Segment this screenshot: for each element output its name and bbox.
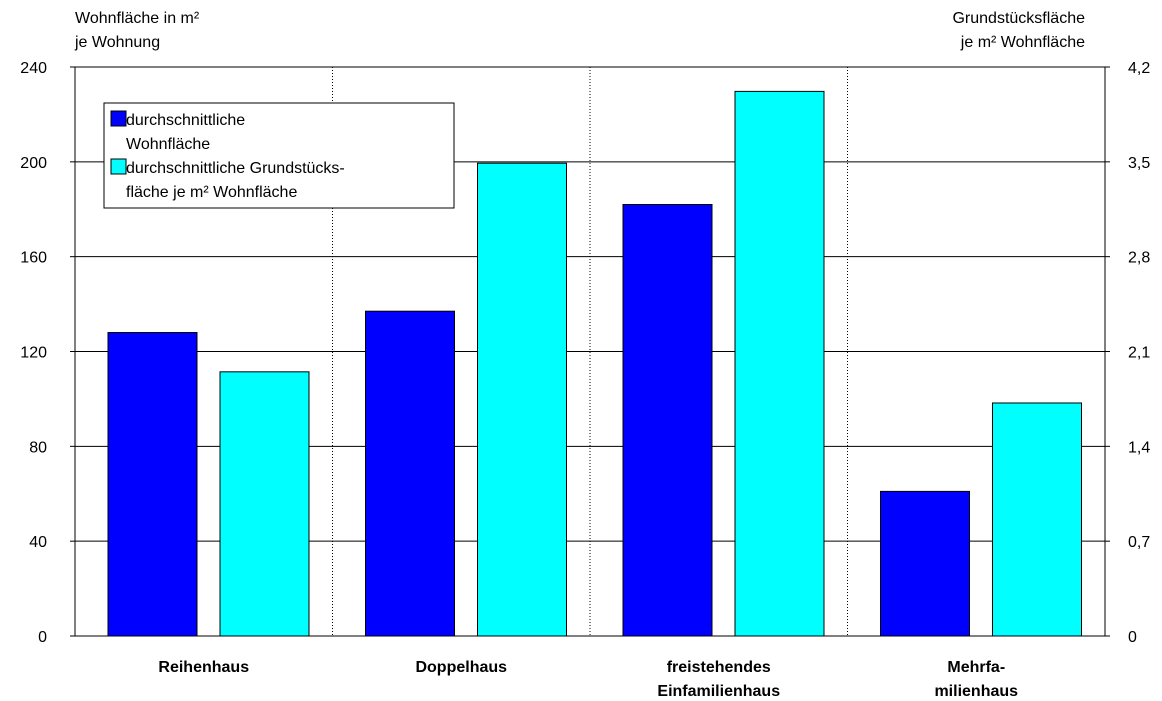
right-axis-tick-label: 2,8 xyxy=(1128,250,1150,267)
right-axis-tick-label: 3,5 xyxy=(1128,155,1150,172)
right-axis-title: je m² Wohnfläche xyxy=(960,34,1085,51)
legend-swatch xyxy=(110,110,127,127)
left-axis: 0 40 80 120 160 200 240 Wohnfläche in m² je Wohn… xyxy=(20,10,200,646)
category-label: freistehendes xyxy=(667,659,771,676)
right-axis-tick-label: 0,7 xyxy=(1128,534,1150,551)
right-axis-tick-label: 4,2 xyxy=(1128,60,1150,77)
left-axis-tick-label: 120 xyxy=(20,345,47,362)
bars xyxy=(107,90,1082,637)
bar-wohnflaeche xyxy=(365,310,455,637)
left-axis-tick-label: 160 xyxy=(20,250,47,267)
bar-wohnflaeche xyxy=(107,332,198,637)
legend-entry-label: Wohnfläche xyxy=(126,136,210,153)
left-axis-tick-label: 200 xyxy=(20,155,47,172)
left-axis-title: je Wohnung xyxy=(74,34,160,51)
x-axis-labels: Reihenhaus Doppelhaus freistehendes Einfami… xyxy=(158,659,1018,700)
left-axis-tick-label: 40 xyxy=(29,534,47,551)
right-axis-tick-label: 0 xyxy=(1128,629,1137,646)
legend-box xyxy=(103,102,455,209)
bar-wohnflaeche xyxy=(880,490,970,637)
legend-swatch xyxy=(110,158,127,175)
bar-grundstuecksflaeche xyxy=(992,402,1082,637)
right-axis-title: Grundstücksfläche xyxy=(952,10,1085,27)
category-label: Doppelhaus xyxy=(415,659,507,676)
left-axis-tick-label: 0 xyxy=(38,629,47,646)
left-axis-tick-label: 240 xyxy=(20,60,47,77)
bar-grundstuecksflaeche xyxy=(477,162,567,637)
category-label: Einfamilienhaus xyxy=(657,683,780,700)
bar-grundstuecksflaeche xyxy=(219,371,310,637)
legend-entry-label: fläche je m² Wohnfläche xyxy=(126,184,297,201)
left-axis-tick-label: 80 xyxy=(29,439,47,456)
legend-entry-label: durchschnittliche Grundstücks- xyxy=(126,160,345,177)
category-label: milienhaus xyxy=(934,683,1018,700)
right-axis: 0 0,7 1,4 2,1 2,8 3,5 4,2 Grundstücksfläche je m… xyxy=(952,10,1150,646)
right-axis-tick-label: 2,1 xyxy=(1128,345,1150,362)
legend-entry-label: durchschnittliche xyxy=(126,112,245,129)
right-axis-tick-label: 1,4 xyxy=(1128,439,1150,456)
category-label: Mehrfa- xyxy=(947,659,1005,676)
legend: durchschnittliche Wohnfläche durchschnittl… xyxy=(103,102,455,209)
left-axis-title: Wohnfläche in m² xyxy=(75,10,200,27)
bar-grundstuecksflaeche xyxy=(734,90,825,637)
bar-wohnflaeche xyxy=(622,204,713,637)
category-label: Reihenhaus xyxy=(158,659,249,676)
